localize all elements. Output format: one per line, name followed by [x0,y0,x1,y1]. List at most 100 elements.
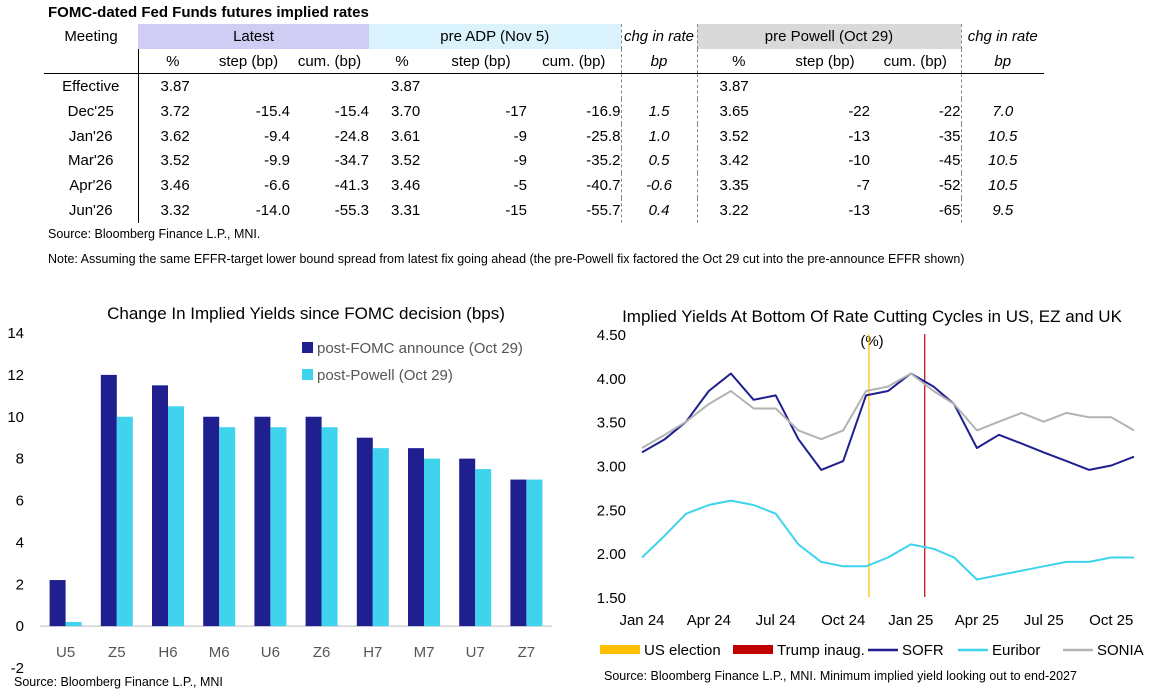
pre-powell-header: pre Powell (Oct 29) [696,24,961,49]
table-row: Mar'26 3.52 -9.9 -34.7 3.52 -9 -35.2 0.5 3.42 -10… [44,148,1044,174]
cell-l-pct: 3.32 [137,197,207,223]
y-tick-label: 4 [16,534,24,551]
cell-a-step: -17 [505,102,527,120]
cell-l-step: -15.4 [255,102,290,120]
cell-a-cum: -55.7 [586,201,621,219]
bar-post-powell [65,621,82,627]
y-tick-label: 2.00 [597,546,626,563]
cell-chg2: 7.0 [960,99,1044,124]
cell-a-pct: 3.46 [391,176,421,194]
table-note: Note: Assuming the same EFFR-target lowe… [48,252,965,266]
pre-adp-header: pre ADP (Nov 5) [369,24,621,49]
cell-l-cum: -55.3 [334,201,369,219]
table-row: Effective 3.87 3.87 3.87 [44,73,1044,100]
bar-post-powell [321,427,338,627]
bar-post-fomc [152,385,168,627]
cell-p-step: -7 [856,176,870,194]
cell-l-cum: -41.3 [334,176,369,194]
bar-chart: -2 0 2 4 6 8 10 12 14 U5 Z5 H6 M6 U6 Z6 H7 M7 U7 Z7 post-FO… [7,325,552,677]
legend-swatch [302,369,313,380]
cell-l-cum: -24.8 [334,127,369,145]
cell-a-step: -9 [513,127,527,145]
cell-chg2: 10.5 [960,173,1044,198]
line-chart-source: Source: Bloomberg Finance L.P., MNI. Min… [604,669,1077,683]
table-title: FOMC-dated Fed Funds futures implied rat… [48,4,369,21]
category-label: Z7 [518,644,536,661]
category-label: U6 [261,644,280,661]
cell-p-pct: 3.65 [696,99,780,124]
legend-label: post-FOMC announce (Oct 29) [317,340,523,357]
cell-a-pct: 3.52 [391,152,421,170]
cell-l-step: -14.0 [255,201,290,219]
cell-a-cum: -35.2 [586,152,621,170]
legend-swatch [733,645,773,654]
bar-post-fomc [459,458,476,627]
cell-a-step: -9 [513,152,527,170]
cell-chg1: 0.5 [620,148,697,174]
x-tick-label: Jul 25 [1024,612,1064,629]
cell-a-pct: 3.87 [391,78,421,96]
cell-p-step: -10 [848,152,870,170]
cell-l-pct: 3.72 [137,99,207,124]
y-tick-label: 0 [16,618,24,635]
y-tick-label: 8 [16,451,24,468]
x-tick-label: Oct 24 [821,612,865,629]
rate-rows: Effective 3.87 3.87 3.87 Dec'25 3.72 -15.4 -15.… [44,73,1044,223]
y-tick-label: 14 [7,325,24,342]
group-header-row: Meeting Latest pre ADP (Nov 5) chg in ra… [44,24,1044,49]
cell-l-step: -9.9 [264,152,290,170]
category-label: M7 [414,644,435,661]
series-line-euribor [641,499,1134,581]
cell-a-cum: -25.8 [586,127,621,145]
cell-p-pct: 3.52 [696,123,780,149]
y-tick-label: 2.50 [597,502,626,519]
cell-p-pct: 3.22 [696,197,780,223]
category-label: H7 [363,644,382,661]
cell-p-pct: 3.42 [696,148,780,174]
x-tick-label: Jan 25 [888,612,933,629]
legend-label: SOFR [902,642,944,659]
table-source: Source: Bloomberg Finance L.P., MNI. [48,227,261,241]
line-chart: 1.50 2.00 2.50 3.00 3.50 4.00 4.50 Jan 24 Apr 24… [597,327,1144,659]
cell-meeting: Jun'26 [68,201,113,219]
cell-p-cum: -22 [938,102,961,120]
subheader-pct: % [696,48,780,75]
cell-chg2: 9.5 [960,197,1044,223]
y-tick-label: -2 [11,660,24,677]
y-tick-label: 10 [7,409,24,426]
cell-l-cum: -15.4 [334,102,369,120]
subheader-cum: cum. (bp) [527,48,621,75]
legend-label: Euribor [992,642,1040,659]
cell-p-step: -13 [848,201,870,219]
category-label: Z6 [313,644,331,661]
bar-post-powell [526,479,543,627]
category-label: M6 [209,644,230,661]
y-tick-label: 3.50 [597,415,626,432]
x-tick-label: Apr 24 [687,612,731,629]
cell-p-step: -13 [848,127,870,145]
cell-a-pct: 3.61 [391,127,421,145]
cell-chg2: 10.5 [960,123,1044,149]
y-tick-label: 12 [7,367,24,384]
subheader-step: step (bp) [207,48,290,75]
bar-post-powell [219,427,236,627]
y-tick-label: 3.00 [597,459,626,476]
bar-post-fomc [408,448,424,627]
legend-swatch [600,645,640,654]
legend-label: US election [644,642,721,659]
cell-p-cum: -52 [938,176,961,194]
y-tick-label: 4.00 [597,371,626,388]
legend-label: SONIA [1097,642,1144,659]
cell-meeting: Mar'26 [68,152,114,170]
cell-meeting: Jan'26 [68,127,113,145]
cell-l-pct: 3.62 [137,123,207,149]
meeting-header: Meeting [64,27,118,45]
category-label: H6 [158,644,177,661]
cell-a-pct: 3.31 [391,201,421,219]
bar-post-fomc [305,416,322,627]
legend-swatch [302,342,313,353]
cell-l-cum: -34.7 [334,152,369,170]
cell-meeting: Apr'26 [69,176,113,194]
bar-post-powell [475,469,492,627]
